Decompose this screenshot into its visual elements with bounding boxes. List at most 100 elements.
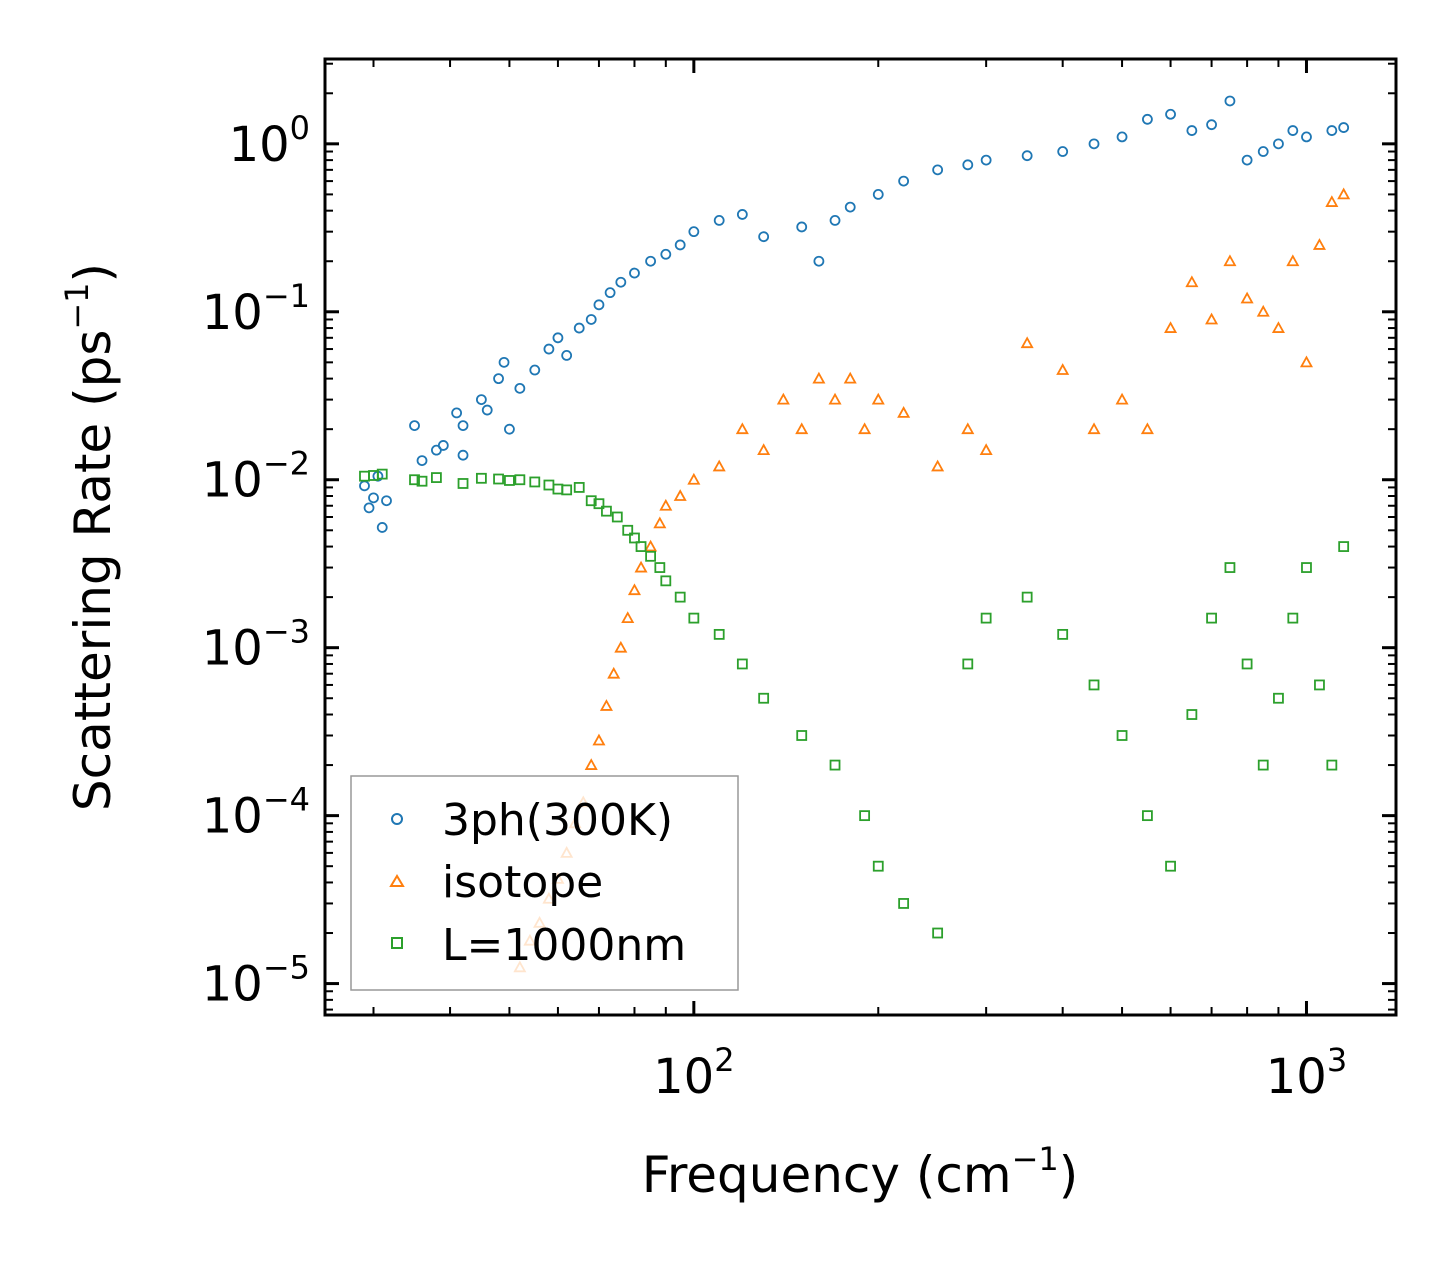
- legend-marker-3ph: [391, 813, 403, 825]
- series-2: [359, 468, 1350, 939]
- legend-label-boundary: L=1000nm: [442, 920, 686, 971]
- data-point: [376, 522, 388, 533]
- data-point: [1140, 422, 1154, 435]
- data-point: [431, 472, 442, 483]
- data-point: [795, 422, 809, 435]
- data-point: [504, 423, 515, 435]
- data-point: [898, 175, 910, 187]
- data-point: [1326, 125, 1338, 136]
- data-point: [498, 356, 510, 368]
- data-point: [1241, 154, 1253, 166]
- data-point: [1186, 125, 1198, 136]
- data-point: [660, 248, 672, 260]
- data-point: [898, 898, 910, 909]
- data-point: [979, 443, 993, 456]
- data-point: [660, 575, 672, 587]
- data-point: [1057, 146, 1069, 157]
- data-point: [1142, 810, 1153, 822]
- data-point: [1241, 658, 1253, 670]
- data-point: [451, 407, 463, 419]
- data-point: [475, 394, 487, 406]
- data-point: [634, 560, 648, 573]
- data-point: [962, 159, 974, 171]
- ticks-layer: [325, 59, 1396, 1015]
- legend-marker-boundary: [391, 937, 403, 949]
- data-point: [1116, 131, 1128, 143]
- data-point: [659, 498, 673, 511]
- data-point: [673, 489, 687, 501]
- legend-label-isotope: isotope: [442, 857, 603, 908]
- data-point: [1056, 363, 1070, 375]
- data-point: [757, 443, 771, 456]
- legend: 3ph(300K) isotope L=1000nm: [350, 775, 739, 991]
- data-point: [931, 459, 945, 472]
- axes-frame: [323, 57, 1398, 1017]
- data-point: [593, 498, 605, 510]
- data-point: [585, 314, 597, 325]
- data-point: [1256, 304, 1270, 317]
- data-point: [409, 474, 420, 486]
- data-point: [437, 440, 449, 451]
- data-point: [363, 502, 375, 514]
- data-point: [1185, 275, 1199, 288]
- data-point: [645, 550, 657, 562]
- data-point: [416, 455, 428, 466]
- data-point: [961, 422, 975, 435]
- data-point: [1273, 692, 1284, 704]
- data-point: [736, 658, 748, 670]
- y-tick-label: 10−3: [202, 613, 310, 677]
- series-0: [359, 95, 1350, 533]
- data-point: [381, 495, 392, 507]
- data-point: [514, 474, 526, 486]
- data-point: [615, 276, 627, 288]
- data-point: [829, 215, 841, 226]
- data-point: [573, 482, 585, 493]
- data-point: [859, 810, 871, 822]
- data-point: [368, 492, 379, 504]
- data-point: [796, 221, 808, 233]
- data-point: [1257, 759, 1269, 771]
- data-point: [1338, 541, 1350, 552]
- data-point: [843, 371, 857, 384]
- data-point: [653, 516, 667, 529]
- y-axis-label: Scattering Rate (ps−1): [58, 263, 122, 811]
- data-point: [1165, 860, 1176, 872]
- tick-labels: 102 103 100 10−1 10−2 10−3 10−4 10−5: [202, 109, 1347, 1105]
- data-point: [829, 759, 841, 771]
- data-point: [1224, 95, 1236, 107]
- data-point: [872, 860, 884, 872]
- data-point: [844, 201, 856, 213]
- x-axis-label: Frequency (cm−1): [642, 1140, 1079, 1204]
- data-point: [962, 658, 974, 670]
- data-point: [416, 475, 428, 487]
- legend-marker-isotope: [389, 874, 405, 887]
- data-point: [1205, 312, 1219, 325]
- x-tick-label: 103: [1266, 1041, 1347, 1105]
- data-point: [1206, 119, 1217, 131]
- data-point: [796, 730, 808, 741]
- data-point: [644, 539, 658, 552]
- data-point: [1057, 628, 1069, 640]
- data-point: [1286, 254, 1300, 267]
- data-point: [1314, 679, 1325, 691]
- data-point: [543, 479, 555, 491]
- data-point: [713, 628, 725, 640]
- data-point: [1301, 562, 1312, 573]
- data-point: [607, 666, 621, 679]
- data-point: [758, 231, 770, 243]
- data-point: [1088, 138, 1100, 150]
- data-point: [1325, 195, 1339, 207]
- data-point: [1338, 122, 1350, 133]
- data-point: [713, 215, 725, 226]
- data-point: [736, 209, 748, 220]
- data-point: [614, 640, 628, 653]
- data-point: [457, 420, 469, 432]
- data-point: [622, 524, 634, 536]
- data-point: [1326, 759, 1338, 771]
- data-point: [687, 472, 701, 485]
- data-point: [561, 484, 573, 496]
- data-point: [552, 332, 564, 344]
- data-point: [457, 478, 469, 489]
- data-point: [712, 459, 726, 472]
